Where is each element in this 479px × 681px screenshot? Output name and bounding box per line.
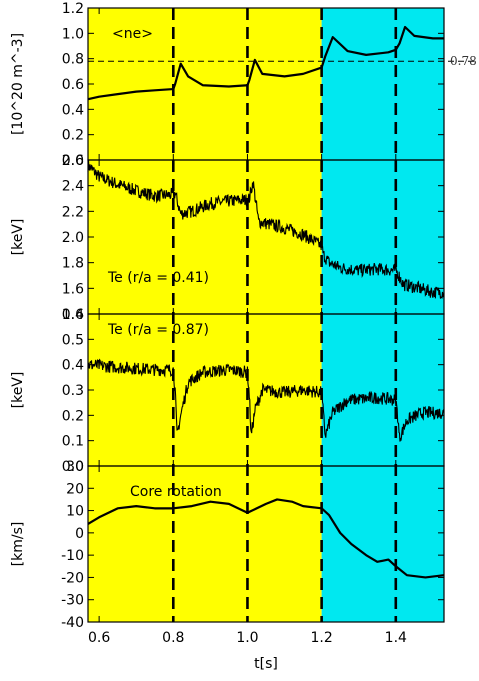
y-tick-label-3-4: 0	[75, 526, 84, 542]
y-axis-label-3: [km/s]	[10, 522, 26, 567]
panel-frame-3	[87, 465, 445, 623]
y-tick-label-2-0: 0.0	[62, 459, 84, 475]
x-tick-label-0: 0.6	[88, 630, 110, 646]
y-tick-label-1-4: 2.2	[62, 204, 84, 220]
y-tick-label-2-6: 0.6	[62, 307, 84, 323]
y-tick-label-2-4: 0.4	[62, 358, 84, 374]
y-axis-label-0: [10^20 m^-3]	[10, 33, 26, 135]
y-tick-label-0-5: 1.0	[62, 26, 84, 42]
x-tick-label-3: 1.2	[310, 630, 332, 646]
panel-annotation-2: Te (r/a = 0.87)	[107, 322, 209, 338]
y-tick-label-0-0: 0.0	[62, 153, 84, 169]
y-tick-label-0-6: 1.2	[62, 1, 84, 17]
labels: 0.78 0.0 0.2 0.4 0.6 0.8 1.0 1.2 [10^20 m^-3] <ne…	[10, 1, 477, 672]
y-tick-label-1-0: 1.4	[62, 307, 84, 323]
series-line-2-0	[87, 358, 445, 442]
y-tick-label-0-1: 0.2	[62, 128, 84, 144]
phase-backgrounds	[88, 8, 444, 622]
panel-annotation-0: <ne>	[112, 26, 153, 42]
y-tick-label-2-2: 0.2	[62, 408, 84, 424]
panel-annotation-3: Core rotation	[130, 484, 222, 500]
y-tick-label-0-2: 0.4	[62, 102, 84, 118]
x-axis-label: t[s]	[254, 656, 278, 672]
y-tick-label-2-1: 0.1	[62, 434, 84, 450]
x-tick-label-4: 1.4	[385, 630, 407, 646]
y-tick-label-1-2: 1.8	[62, 256, 84, 272]
y-axis-label-2: [keV]	[10, 372, 26, 409]
y-tick-label-3-0: -40	[61, 615, 84, 631]
phase-region-0	[88, 8, 322, 622]
y-tick-label-3-1: -30	[61, 593, 84, 609]
y-axis-label-1: [keV]	[10, 219, 26, 256]
y-tick-label-3-5: 10	[66, 504, 84, 520]
x-tick-label-2: 1.0	[236, 630, 258, 646]
y-tick-label-1-3: 2.0	[62, 230, 84, 246]
panel-annotation-1: Te (r/a = 0.41)	[107, 270, 209, 286]
x-tick-label-1: 0.8	[162, 630, 184, 646]
y-tick-label-1-6: 2.6	[62, 153, 84, 169]
axes	[87, 7, 445, 623]
y-tick-label-1-5: 2.4	[62, 179, 84, 195]
phase-region-1	[321, 8, 444, 622]
y-tick-label-3-6: 20	[66, 481, 84, 497]
y-tick-label-2-5: 0.5	[62, 332, 84, 348]
y-tick-label-3-3: -10	[61, 548, 84, 564]
y-tick-label-1-1: 1.6	[62, 281, 84, 297]
series-line-3-0	[87, 498, 445, 579]
y-tick-label-3-7: 30	[66, 459, 84, 475]
y-tick-label-0-3: 0.6	[62, 77, 84, 93]
reference-line-label: 0.78	[450, 54, 477, 68]
series-line-1-0	[87, 160, 445, 299]
y-tick-label-3-2: -20	[61, 570, 84, 586]
y-tick-label-0-4: 0.8	[62, 52, 84, 68]
y-tick-label-2-3: 0.3	[62, 383, 84, 399]
